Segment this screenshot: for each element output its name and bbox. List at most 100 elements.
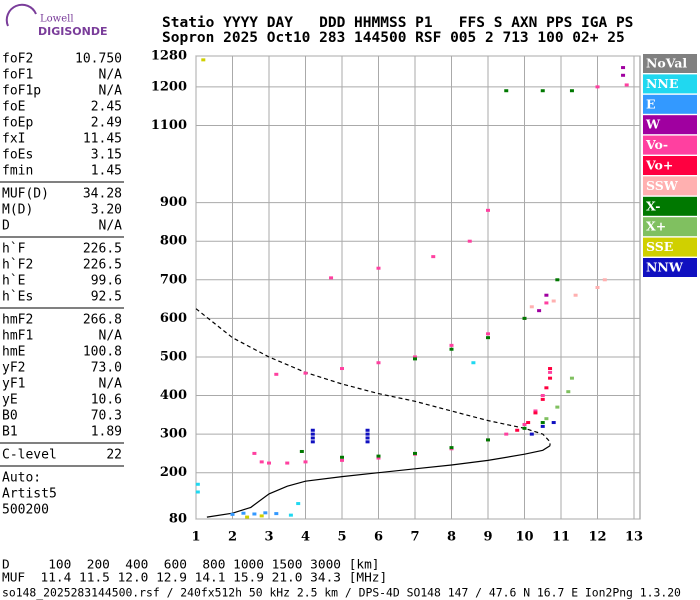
echo-point	[569, 89, 574, 93]
param-name: yF1	[2, 377, 25, 392]
echo-point	[365, 432, 370, 436]
param-value: 22	[106, 448, 122, 463]
echo-point	[544, 417, 549, 421]
x-tick-label: 2	[228, 530, 237, 545]
echo-point	[376, 454, 381, 458]
echo-point	[310, 436, 315, 440]
legend-label: X+	[646, 219, 666, 234]
x-tick-label: 13	[625, 530, 643, 545]
legend-swatch	[643, 196, 697, 216]
echo-point	[376, 361, 381, 365]
echo-point	[529, 432, 534, 436]
param-value: N/A	[99, 329, 123, 344]
y-tick-label: 1200	[151, 79, 187, 94]
y-tick-label: 800	[160, 234, 187, 249]
auto-line: Artist5	[2, 487, 57, 502]
param-name: h`F2	[2, 258, 33, 273]
param-value: 34.28	[83, 187, 122, 202]
echo-point	[540, 394, 545, 398]
echo-point	[288, 513, 293, 517]
x-tick-label: 7	[410, 530, 419, 545]
param-value: 11.45	[83, 132, 122, 147]
echo-point	[540, 397, 545, 401]
echo-point	[529, 305, 534, 309]
param-value: 73.0	[91, 361, 122, 376]
param-value: 70.3	[91, 409, 122, 424]
param-value: N/A	[99, 377, 123, 392]
echo-point	[449, 343, 454, 347]
param-name: D	[2, 219, 10, 234]
param-name: M(D)	[2, 203, 33, 218]
logo-ring	[5, 3, 37, 27]
footer-distance: D 100 200 400 600 800 1000 1500 3000 [km…	[2, 558, 380, 573]
param-value: N/A	[99, 84, 123, 99]
legend-swatch	[643, 217, 697, 237]
echo-point	[555, 278, 560, 282]
param-name: foF1p	[2, 84, 41, 99]
echo-point	[310, 440, 315, 444]
param-name: fmin	[2, 164, 33, 179]
x-tick-label: 12	[588, 530, 606, 545]
echo-point	[540, 424, 545, 428]
legend-label: Vo+	[645, 158, 673, 173]
legend-label: NNW	[646, 260, 684, 275]
legend-label: E	[646, 96, 656, 111]
x-tick-label: 5	[337, 530, 346, 545]
echo-point	[540, 89, 545, 93]
echo-point	[544, 293, 549, 297]
param-name: C-level	[2, 448, 57, 463]
header-row: Sopron 2025 Oct10 283 144500 RSF 005 2 7…	[162, 30, 625, 46]
echo-point	[329, 276, 334, 280]
echo-point	[245, 515, 250, 519]
legend-label: W	[645, 117, 661, 132]
param-value: 226.5	[83, 258, 122, 273]
echo-point	[544, 301, 549, 305]
y-tick-label: 80	[169, 512, 187, 527]
echo-point	[544, 386, 549, 390]
param-name: yE	[2, 393, 18, 408]
auto-line: 500200	[2, 503, 49, 518]
profile-line	[195, 308, 551, 446]
param-value: 2.45	[91, 100, 122, 115]
echo-point	[621, 73, 626, 77]
param-name: foEp	[2, 116, 33, 131]
echo-point	[296, 502, 301, 506]
echo-point	[241, 511, 246, 515]
param-name: h`Es	[2, 290, 33, 305]
param-value: 10.6	[91, 393, 122, 408]
echo-point	[515, 428, 520, 432]
legend-swatch	[643, 258, 697, 277]
legend-swatch	[643, 135, 697, 155]
echo-point	[303, 371, 308, 375]
legend-label: NNE	[646, 76, 678, 91]
logo-line1: Lowell	[40, 14, 74, 25]
header-row: Statio YYYY DAY DDD HHMMSS P1 FFS S AXN …	[162, 15, 633, 31]
echo-point	[263, 511, 268, 515]
echo-point	[285, 461, 290, 465]
auto-line: Auto:	[2, 471, 41, 486]
echo-point	[555, 405, 560, 409]
x-tick-label: 3	[264, 530, 273, 545]
echo-point	[340, 455, 344, 459]
param-name: h`E	[2, 274, 25, 289]
legend-swatch	[643, 237, 697, 257]
echo-point	[569, 376, 574, 380]
profile-line	[206, 445, 551, 518]
echo-point	[310, 432, 315, 436]
param-value: 3.20	[91, 203, 122, 218]
y-tick-label: 1100	[151, 118, 187, 133]
param-value: 1.45	[91, 164, 122, 179]
param-value: 100.8	[83, 345, 122, 360]
footer-muf: MUF 11.4 11.5 12.0 12.9 14.1 15.9 21.0 3…	[2, 571, 387, 586]
echo-point	[526, 421, 531, 425]
echo-point	[522, 422, 527, 426]
param-value: 226.5	[83, 242, 122, 257]
echo-point	[431, 255, 436, 259]
legend-label: X-	[646, 198, 660, 213]
echo-point	[486, 332, 490, 336]
param-name: hmF2	[2, 313, 33, 328]
param-value: 1.89	[91, 425, 122, 440]
legend-label: SSW	[646, 178, 679, 193]
